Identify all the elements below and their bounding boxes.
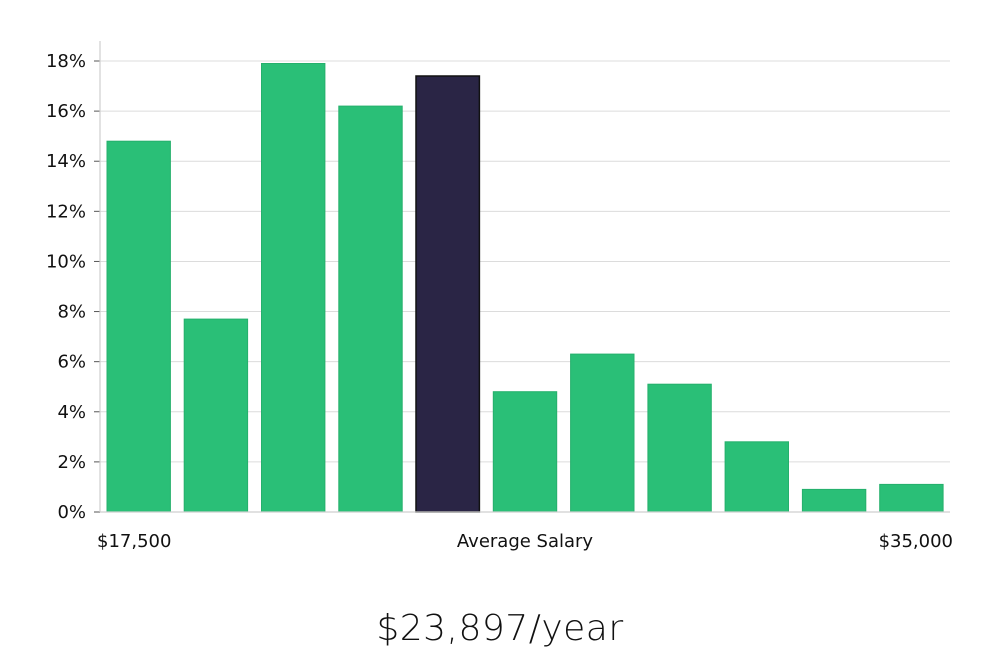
y-tick-label: 14% — [46, 151, 86, 172]
y-tick-label: 18% — [46, 51, 86, 72]
y-tick-label: 10% — [46, 251, 86, 272]
bar — [492, 391, 558, 513]
bar — [879, 483, 944, 513]
y-tick-label: 12% — [46, 201, 86, 222]
bar — [570, 353, 635, 513]
y-tick-label: 2% — [57, 452, 86, 473]
bar — [106, 140, 171, 513]
bar — [801, 488, 867, 513]
y-tick-label: 0% — [57, 502, 86, 523]
bar — [647, 383, 712, 513]
x-label-max: $35,000 — [879, 531, 953, 552]
bars-layer — [106, 63, 944, 513]
bar — [338, 105, 403, 513]
bar — [183, 318, 249, 513]
salary-distribution-chart: 0% 2% 4% 6% 8% 10% 12% 14% 16% 18% $17,500 Averag… — [46, 41, 953, 552]
axis-layer: 0% 2% 4% 6% 8% 10% 12% 14% 16% 18% — [46, 41, 950, 523]
y-tick-label: 16% — [46, 101, 86, 122]
bar-average-salary — [415, 75, 481, 513]
bar — [261, 63, 326, 513]
x-label-center: Average Salary — [457, 531, 594, 552]
x-label-min: $17,500 — [97, 531, 171, 552]
y-tick-label: 6% — [57, 352, 86, 373]
average-salary-value: $23,897/year — [376, 608, 624, 649]
y-tick-label: 4% — [57, 402, 86, 423]
x-axis-labels: $17,500 Average Salary $35,000 — [97, 531, 953, 552]
bar — [724, 441, 789, 513]
y-tick-label: 8% — [57, 302, 86, 323]
